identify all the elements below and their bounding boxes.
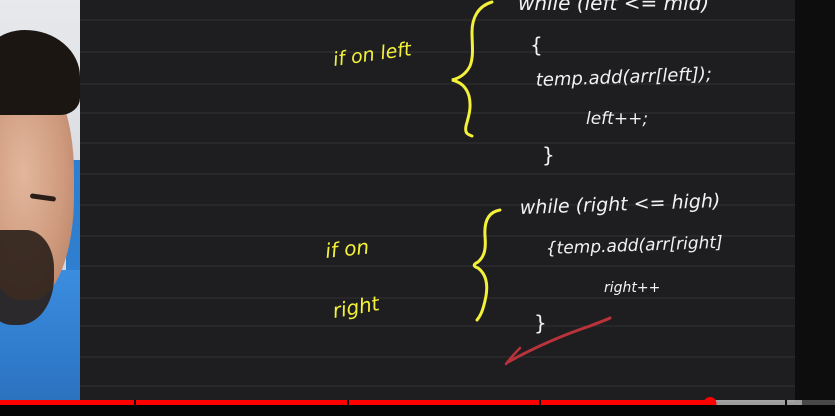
left-brace [451,0,494,138]
code-left-line-1: while (left <= mid) [518,0,709,15]
red-pen-stroke [506,316,612,364]
code-right-line-2: {temp.add(arr[right] [545,233,723,259]
player-controls-strip [0,405,835,416]
right-brace [472,208,502,322]
played-progress [0,400,710,405]
chapter-marker [784,400,787,405]
label-right: right [331,291,383,323]
ruled-lines [80,19,795,387]
blackboard: if on left if on right while (left <= mi… [80,0,795,402]
code-left-line-5: } [542,143,555,167]
presenter-webcam [0,0,80,416]
chapter-marker [538,400,541,405]
handwritten-notes: if on left if on right while (left <= mi… [324,0,723,366]
code-left-line-3: temp.add(arr[left]); [535,64,712,91]
chapter-marker [346,400,349,405]
label-if-on: if on [324,235,370,263]
right-letterbox [795,0,835,402]
code-left-line-4: left++; [586,109,648,129]
code-right-line-4: } [534,311,547,335]
code-left-line-2: { [530,33,543,57]
chapter-marker [133,400,136,405]
label-if-on-left: if on left [332,38,415,71]
code-right-line-3: right++ [604,280,660,296]
progress-bar[interactable] [0,400,835,405]
code-right-line-1: while (right <= high) [519,190,720,219]
buffered-progress [709,400,802,405]
